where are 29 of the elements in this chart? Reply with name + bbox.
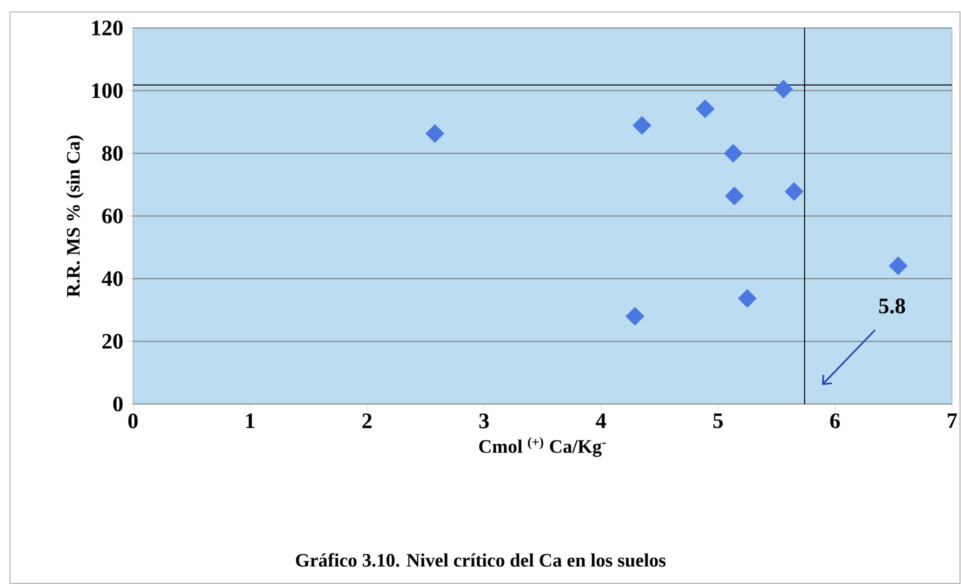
point: [425, 124, 444, 143]
x-tick-label: 1: [246, 414, 254, 428]
x-tick-label: 4: [596, 414, 606, 428]
text: Gráfico 3.10. Nivel crítico del Ca en los suelos: [296, 553, 666, 567]
point: [724, 186, 744, 206]
point: [632, 116, 652, 135]
x-tick-label: 6: [830, 414, 840, 428]
y-tick-label: 80: [102, 146, 123, 161]
y-tick-label: 120: [92, 20, 123, 36]
point: [774, 80, 793, 98]
y-tick-label: 60: [102, 208, 123, 224]
annotation: 5.8: [879, 298, 906, 314]
point: [696, 99, 715, 118]
point: [626, 306, 644, 326]
point: [738, 289, 757, 308]
x-tick-label: 3: [479, 414, 489, 428]
y-tick-label: 100: [92, 83, 123, 98]
x-tick-label: 7: [948, 414, 957, 428]
y-axis-title: R.R. MS % (sin Ca): [66, 136, 84, 297]
x-tick-label: 0: [128, 414, 138, 428]
x-tick-label: 2: [362, 414, 372, 428]
y-tick-label: 40: [102, 271, 123, 286]
y-tick-label: 0: [113, 396, 123, 412]
x-tick-label: 5: [713, 414, 723, 428]
x-axis-title: Cmol $^{(+)}$ Ca/Kg$^{-}$: [479, 437, 606, 457]
point: [784, 182, 804, 201]
point: [724, 144, 743, 163]
y-tick-label: 20: [102, 334, 123, 349]
point: [888, 256, 908, 276]
